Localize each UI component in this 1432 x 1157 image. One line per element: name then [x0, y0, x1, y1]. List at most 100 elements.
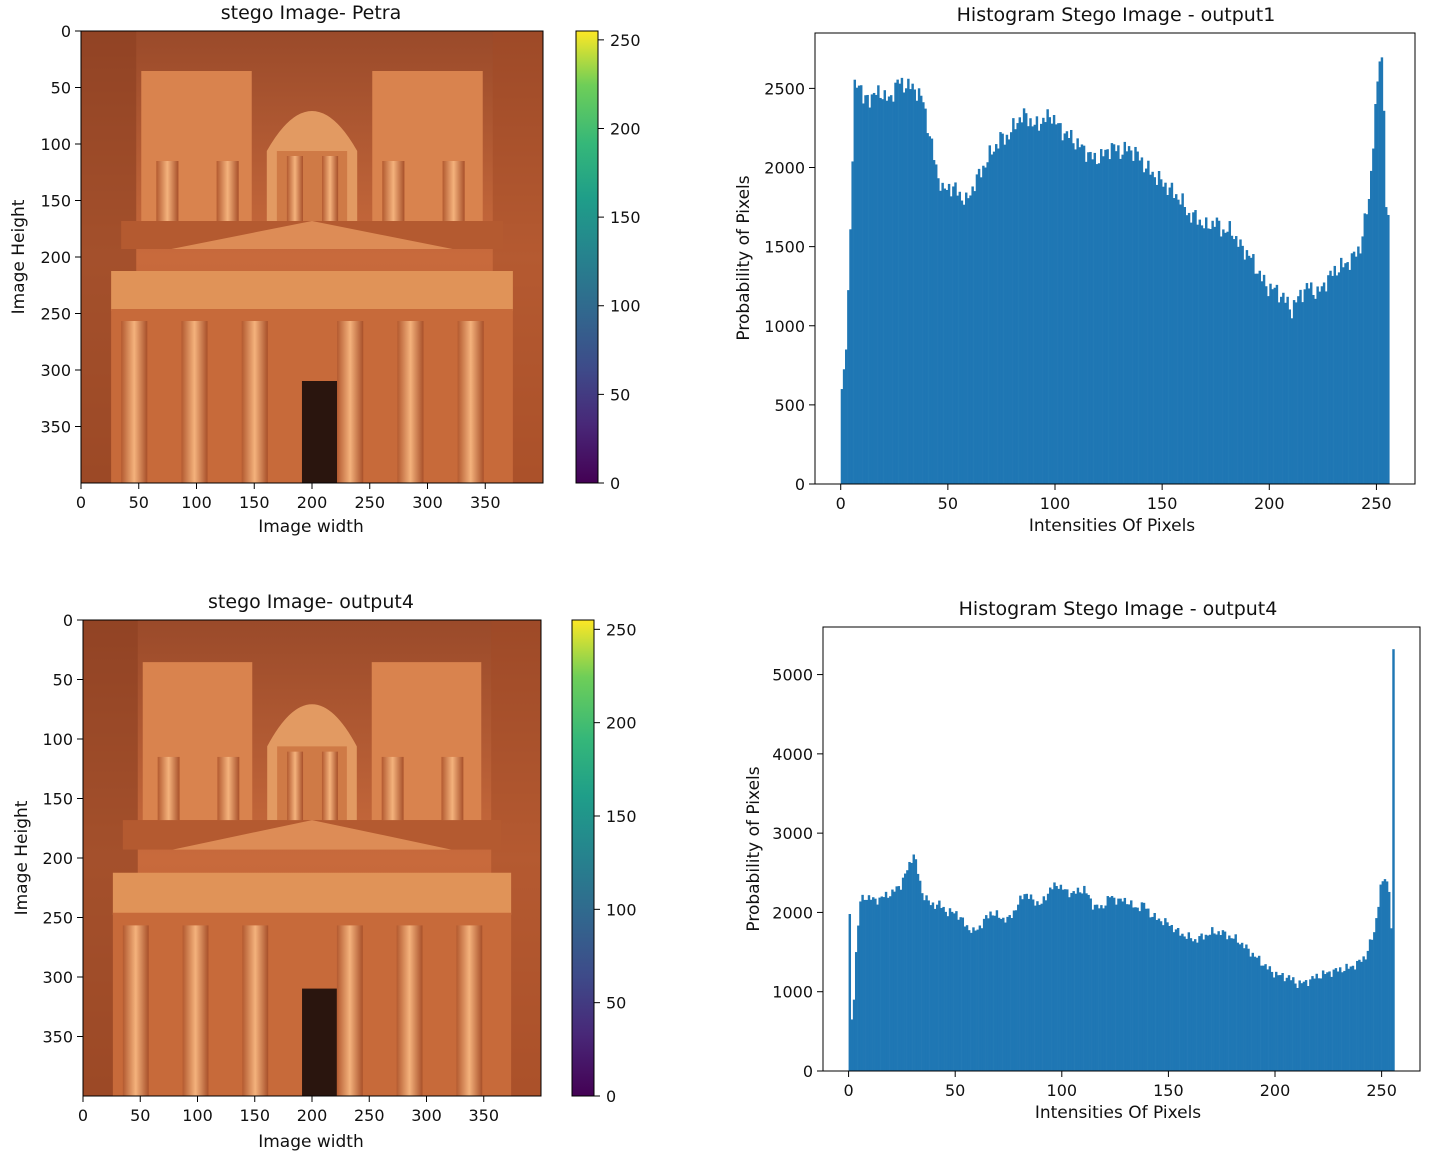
histogram-bar — [1181, 933, 1184, 1071]
histogram-bar — [1253, 956, 1257, 1071]
x-tick-label: 200 — [297, 493, 328, 512]
petra-photo — [81, 31, 543, 483]
histogram-bar — [1162, 186, 1165, 484]
histogram-bar — [1172, 198, 1176, 484]
y-tick-label: 2500 — [764, 79, 805, 98]
histogram-bar — [1217, 931, 1220, 1071]
x-tick-label: 0 — [78, 1106, 88, 1125]
histogram-bar — [1304, 980, 1308, 1071]
histogram-bar — [955, 911, 958, 1071]
histogram-bar — [1151, 916, 1154, 1071]
histogram-bar — [972, 927, 975, 1071]
histogram-bar — [1072, 143, 1075, 484]
histogram-bar — [1194, 210, 1197, 484]
histogram-bar — [1226, 231, 1229, 484]
histogram-bar — [1172, 932, 1176, 1071]
y-tick-label: 5000 — [772, 666, 813, 685]
histogram-bar — [1370, 170, 1373, 484]
histogram-bar — [1164, 182, 1167, 485]
histogram-bar — [1283, 981, 1286, 1071]
y-tick-label: 150 — [42, 790, 73, 809]
histogram-bar — [1232, 239, 1236, 484]
histogram-bar — [1324, 974, 1327, 1071]
histogram-bar — [1288, 309, 1292, 484]
histogram-bar — [954, 182, 957, 485]
histogram-bar — [967, 198, 970, 484]
histogram-bar — [947, 183, 951, 484]
histogram-bar — [995, 144, 998, 484]
histogram-bar — [1256, 273, 1259, 484]
x-tick-label: 200 — [1260, 1081, 1291, 1100]
x-tick-label: 200 — [1254, 494, 1285, 513]
histogram-bar — [1174, 929, 1178, 1071]
histogram-bar — [1340, 257, 1343, 484]
histogram-bar — [1063, 889, 1067, 1071]
histogram-bar — [1223, 931, 1227, 1071]
y-tick-label: 100 — [42, 730, 73, 749]
histogram-bar — [878, 897, 881, 1071]
histogram-bar — [1296, 987, 1299, 1071]
histogram-bar — [1373, 932, 1376, 1071]
histogram-bar — [1166, 195, 1169, 484]
histogram-bar — [1082, 145, 1086, 484]
petra-photo — [83, 620, 541, 1096]
histogram-bar — [924, 108, 927, 484]
histogram-bar — [976, 929, 979, 1071]
histogram-bar — [1360, 961, 1363, 1071]
histogram-bar — [1085, 893, 1088, 1071]
colorbar-tick-label: 150 — [610, 208, 641, 227]
histogram-bar — [1367, 198, 1371, 484]
histogram-bar — [901, 877, 905, 1071]
y-tick-label: 350 — [40, 418, 71, 437]
histogram-bar — [1119, 898, 1122, 1071]
histogram-bar — [884, 891, 888, 1071]
histogram-bar — [1225, 939, 1229, 1071]
histogram-bar — [935, 164, 938, 485]
colorbar-tick-label: 100 — [606, 900, 637, 919]
histogram-bar — [1379, 884, 1382, 1071]
histogram-bar — [1031, 899, 1035, 1071]
histogram-bar — [902, 92, 906, 485]
image-panel-output4: stego Image- output4 0 50 100 150 200 250 300 3… — [12, 591, 637, 1152]
histogram-bar — [1020, 122, 1024, 484]
histogram-bar — [1219, 935, 1223, 1071]
histogram-bar — [1048, 117, 1052, 484]
histogram-bar — [1249, 956, 1252, 1071]
histogram-bar — [988, 145, 992, 484]
histogram-bar — [1177, 199, 1180, 484]
histogram-bar — [1297, 296, 1300, 484]
y-axis-label: Image Height — [12, 800, 32, 915]
histogram-bar — [1271, 289, 1274, 484]
histogram-bar — [855, 87, 859, 484]
histogram-bar — [997, 148, 1000, 484]
histogram-bar — [1342, 267, 1345, 484]
histogram-bar — [1080, 893, 1084, 1071]
histogram-bar — [1311, 976, 1314, 1071]
histogram-bar — [950, 911, 954, 1071]
histogram-bar — [1035, 116, 1039, 484]
y-tick-label: 250 — [42, 909, 73, 928]
y-axis-label: Probability of Pixels — [744, 766, 764, 931]
histogram-bar — [1059, 123, 1062, 484]
histogram-bar — [1115, 151, 1118, 484]
histogram-bar — [918, 880, 922, 1071]
histogram-bar — [910, 862, 913, 1071]
histogram-bar — [1294, 983, 1297, 1071]
y-tick-label: 1000 — [772, 983, 813, 1002]
histogram-bar — [886, 897, 890, 1071]
histogram-bar — [948, 908, 952, 1071]
histogram-bar — [852, 999, 856, 1071]
histogram-bar — [1346, 262, 1349, 484]
histogram-bar — [943, 188, 947, 484]
histogram-bar — [1049, 887, 1052, 1071]
histogram-bar — [1027, 898, 1031, 1071]
histogram-bar — [891, 889, 894, 1071]
histogram-bar — [929, 905, 933, 1071]
histogram-bar — [1275, 971, 1278, 1071]
histogram-bar — [1204, 934, 1208, 1071]
histogram-bar — [1365, 214, 1369, 484]
histogram-bar — [1247, 255, 1251, 484]
histogram-bar — [1213, 933, 1216, 1071]
histogram-bar — [894, 82, 897, 485]
histogram-bar — [1080, 144, 1084, 484]
